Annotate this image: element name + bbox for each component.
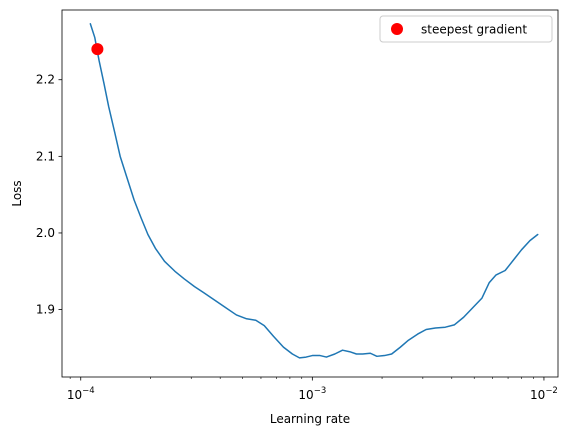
y-axis-ticks: 1.9 2.0 2.1 2.2	[36, 73, 62, 317]
legend-label: steepest gradient	[421, 23, 527, 37]
x-tick-label: 10−3	[298, 386, 326, 402]
y-tick-label: 2.2	[36, 73, 55, 87]
y-axis-label: Loss	[10, 180, 24, 206]
y-tick-label: 1.9	[36, 303, 55, 317]
y-tick-label: 2.0	[36, 226, 55, 240]
legend-box	[379, 15, 553, 43]
legend: steepest gradient	[379, 15, 553, 43]
legend-marker-swatch	[391, 23, 403, 35]
curve-layer	[89, 23, 539, 359]
marker-layer	[91, 43, 104, 56]
loss-curve	[89, 23, 539, 359]
x-axis-label: Learning rate	[270, 412, 350, 426]
x-tick-label: 10−4	[67, 386, 95, 402]
y-tick-label: 2.1	[36, 149, 55, 163]
plot-frame	[61, 9, 559, 378]
x-tick-label: 10−2	[530, 386, 558, 402]
steepest-gradient-point	[91, 43, 104, 56]
plot-background	[62, 10, 558, 377]
x-axis-ticks: 10−4 10−3 10−2	[67, 377, 558, 402]
